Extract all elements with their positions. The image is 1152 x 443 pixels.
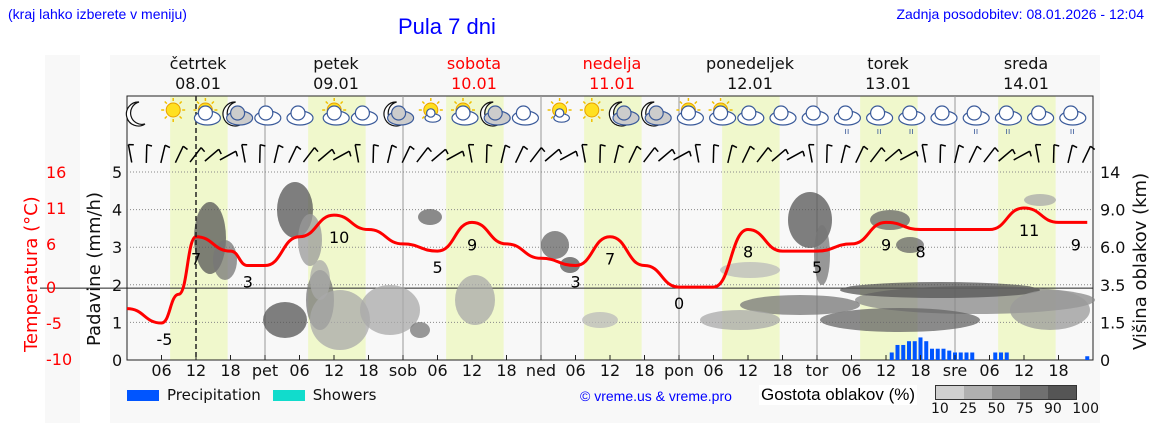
svg-text:11: 11	[1019, 221, 1039, 240]
legend-showers: Showers	[272, 386, 377, 404]
svg-text:ıı: ıı	[1005, 127, 1010, 137]
svg-text:11: 11	[46, 199, 66, 218]
svg-text:ıı: ıı	[844, 127, 849, 137]
credit-link[interactable]: © vreme.us & vreme.pro	[580, 388, 732, 404]
svg-text:tor: tor	[806, 361, 829, 380]
svg-text:9: 9	[467, 235, 477, 254]
svg-text:12: 12	[186, 361, 206, 380]
legend-precipitation-label: Precipitation	[167, 386, 261, 404]
svg-text:16: 16	[46, 163, 66, 182]
svg-text:ıı: ıı	[973, 127, 978, 137]
svg-text:3: 3	[571, 273, 581, 292]
svg-text:ned: ned	[526, 361, 556, 380]
svg-text:12: 12	[462, 361, 482, 380]
svg-text:12.01: 12.01	[727, 74, 773, 93]
svg-text:14: 14	[1100, 163, 1120, 182]
legend: Precipitation Showers	[127, 386, 388, 404]
svg-text:18: 18	[496, 361, 516, 380]
svg-text:četrtek: četrtek	[170, 54, 228, 73]
svg-text:-5: -5	[157, 330, 173, 349]
precipitation-swatch	[127, 389, 159, 401]
svg-text:06: 06	[151, 361, 171, 380]
density-ticks: 10 25 50 75 90 100	[931, 401, 1099, 417]
svg-text:12: 12	[1014, 361, 1034, 380]
svg-text:12: 12	[324, 361, 344, 380]
svg-text:08.01: 08.01	[175, 74, 221, 93]
svg-text:06: 06	[565, 361, 585, 380]
svg-text:06: 06	[703, 361, 723, 380]
last-updated: Zadnja posodobitev: 08.01.2026 - 12:04	[896, 6, 1144, 22]
svg-text:5: 5	[812, 258, 822, 277]
svg-text:10: 10	[329, 228, 349, 247]
svg-text:06: 06	[427, 361, 447, 380]
svg-text:09.01: 09.01	[313, 74, 359, 93]
temperature-axis-panel	[45, 55, 80, 423]
svg-text:11.01: 11.01	[589, 74, 635, 93]
svg-text:pon: pon	[664, 361, 694, 380]
svg-text:13.01: 13.01	[865, 74, 911, 93]
svg-text:pet: pet	[252, 361, 278, 380]
svg-text:18: 18	[772, 361, 792, 380]
cloud-density-scale: 10 25 50 75 90 100	[931, 385, 1099, 417]
svg-text:7: 7	[605, 250, 615, 269]
svg-text:nedelja: nedelja	[583, 54, 642, 73]
svg-text:2: 2	[112, 276, 122, 295]
svg-text:06: 06	[979, 361, 999, 380]
density-colorbar	[935, 385, 1077, 400]
svg-text:12: 12	[876, 361, 896, 380]
svg-text:8: 8	[916, 243, 926, 262]
svg-text:1: 1	[112, 313, 122, 332]
svg-text:9: 9	[1071, 235, 1081, 254]
svg-text:0: 0	[46, 278, 56, 297]
svg-text:3: 3	[243, 273, 253, 292]
svg-text:sreda: sreda	[1004, 54, 1048, 73]
svg-text:06: 06	[289, 361, 309, 380]
svg-text:3: 3	[112, 238, 122, 257]
svg-text:6.0: 6.0	[1100, 238, 1125, 257]
svg-text:18: 18	[910, 361, 930, 380]
svg-text:0: 0	[112, 351, 122, 370]
legend-showers-label: Showers	[312, 386, 377, 404]
svg-text:-5: -5	[46, 314, 62, 333]
svg-text:0: 0	[674, 294, 684, 313]
cloud-density-label: Gostota oblakov (%)	[759, 385, 918, 405]
svg-text:torek: torek	[867, 54, 909, 73]
showers-swatch	[272, 389, 305, 401]
svg-text:ıı: ıı	[909, 127, 914, 137]
svg-text:Padavine (mm/h): Padavine (mm/h)	[84, 192, 105, 346]
svg-text:3.5: 3.5	[1100, 276, 1125, 295]
svg-text:Temperatura (°C): Temperatura (°C)	[21, 196, 42, 353]
svg-text:sre: sre	[943, 361, 967, 380]
svg-text:0: 0	[1100, 351, 1110, 370]
svg-text:18: 18	[220, 361, 240, 380]
svg-text:sobota: sobota	[447, 54, 501, 73]
svg-text:9: 9	[881, 235, 891, 254]
svg-text:5: 5	[433, 258, 443, 277]
svg-text:Višina oblakov (km): Višina oblakov (km)	[1130, 173, 1151, 350]
svg-text:5: 5	[112, 163, 122, 182]
legend-precipitation: Precipitation	[127, 386, 261, 404]
svg-text:12: 12	[738, 361, 758, 380]
svg-text:sob: sob	[389, 361, 417, 380]
svg-text:18: 18	[1048, 361, 1068, 380]
svg-text:ponedeljek: ponedeljek	[706, 54, 795, 73]
svg-text:18: 18	[358, 361, 378, 380]
region-note[interactable]: (kraj lahko izberete v meniju)	[8, 6, 187, 22]
svg-text:-10: -10	[46, 350, 72, 369]
svg-text:10.01: 10.01	[451, 74, 497, 93]
svg-text:06: 06	[841, 361, 861, 380]
svg-text:14.01: 14.01	[1003, 74, 1049, 93]
svg-text:petek: petek	[313, 54, 359, 73]
svg-text:1.5: 1.5	[1100, 313, 1125, 332]
svg-text:4: 4	[112, 201, 122, 220]
svg-text:ıı: ıı	[1070, 127, 1075, 137]
svg-text:ıı: ıı	[877, 127, 882, 137]
page-title: Pula 7 dni	[398, 14, 496, 39]
svg-text:9.0: 9.0	[1100, 201, 1125, 220]
svg-text:18: 18	[634, 361, 654, 380]
svg-text:6: 6	[46, 235, 56, 254]
svg-text:12: 12	[600, 361, 620, 380]
svg-text:8: 8	[743, 243, 753, 262]
